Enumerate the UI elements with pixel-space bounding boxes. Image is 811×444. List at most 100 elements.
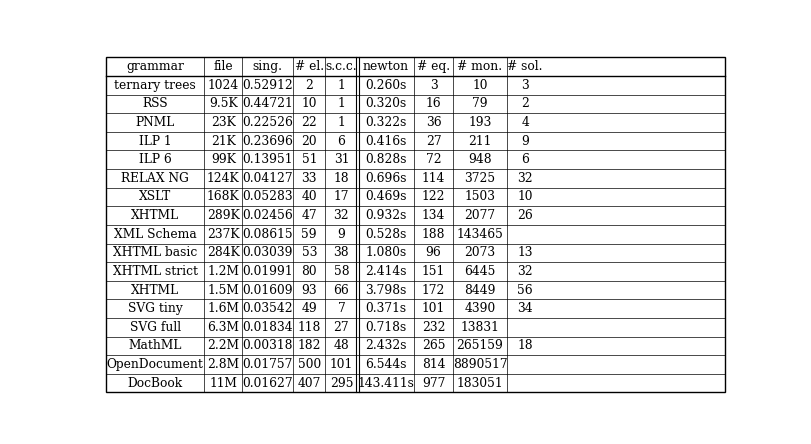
Text: 0.01834: 0.01834 (242, 321, 293, 334)
Text: 93: 93 (302, 284, 317, 297)
Text: 295: 295 (329, 377, 353, 390)
Text: 188: 188 (422, 228, 445, 241)
Text: 118: 118 (298, 321, 321, 334)
Text: 51: 51 (302, 153, 317, 166)
Text: 13: 13 (517, 246, 533, 259)
Text: 500: 500 (298, 358, 321, 371)
Text: 13831: 13831 (461, 321, 500, 334)
Text: 18: 18 (333, 172, 350, 185)
Text: # eq.: # eq. (417, 60, 450, 73)
Text: 124K: 124K (207, 172, 239, 185)
Text: 96: 96 (426, 246, 441, 259)
Text: 114: 114 (422, 172, 445, 185)
Text: 2073: 2073 (465, 246, 496, 259)
Text: 143.411s: 143.411s (358, 377, 414, 390)
Text: 47: 47 (302, 209, 317, 222)
Text: DocBook: DocBook (127, 377, 182, 390)
Text: RELAX NG: RELAX NG (122, 172, 189, 185)
Text: 9: 9 (337, 228, 345, 241)
Text: file: file (213, 60, 233, 73)
Text: ILP 1: ILP 1 (139, 135, 172, 148)
Text: 0.828s: 0.828s (365, 153, 406, 166)
Text: 8890517: 8890517 (453, 358, 507, 371)
Text: 6445: 6445 (464, 265, 496, 278)
Text: 1.6M: 1.6M (208, 302, 239, 315)
Text: 34: 34 (517, 302, 533, 315)
Text: 183051: 183051 (457, 377, 504, 390)
Text: 2.432s: 2.432s (365, 339, 406, 353)
Text: XHTML: XHTML (131, 284, 179, 297)
Text: s.c.c.: s.c.c. (325, 60, 357, 73)
Text: 0.932s: 0.932s (365, 209, 406, 222)
Text: 101: 101 (422, 302, 445, 315)
Text: 0.00318: 0.00318 (242, 339, 293, 353)
Text: 211: 211 (468, 135, 491, 148)
Text: sing.: sing. (253, 60, 283, 73)
Text: 289K: 289K (207, 209, 240, 222)
Text: 49: 49 (302, 302, 317, 315)
Text: 8449: 8449 (464, 284, 496, 297)
Text: MathML: MathML (129, 339, 182, 353)
Text: 6: 6 (521, 153, 529, 166)
Text: 0.416s: 0.416s (365, 135, 406, 148)
Text: PNML: PNML (135, 116, 175, 129)
Text: 122: 122 (422, 190, 445, 203)
Text: 20: 20 (302, 135, 317, 148)
Text: 0.08615: 0.08615 (242, 228, 293, 241)
Text: 2077: 2077 (465, 209, 496, 222)
Text: XHTML: XHTML (131, 209, 179, 222)
Text: 10: 10 (302, 97, 317, 111)
Text: 0.696s: 0.696s (365, 172, 406, 185)
Text: 0.03039: 0.03039 (242, 246, 293, 259)
Text: 0.52912: 0.52912 (242, 79, 294, 92)
Text: 134: 134 (422, 209, 445, 222)
Text: 101: 101 (330, 358, 353, 371)
Text: 0.02456: 0.02456 (242, 209, 294, 222)
Text: 0.01757: 0.01757 (242, 358, 293, 371)
Text: 80: 80 (302, 265, 317, 278)
Text: 32: 32 (517, 265, 533, 278)
Text: 948: 948 (468, 153, 491, 166)
Text: 6: 6 (337, 135, 345, 148)
Text: 40: 40 (302, 190, 317, 203)
Text: 0.469s: 0.469s (365, 190, 406, 203)
Text: 23K: 23K (211, 116, 236, 129)
Text: XHTML basic: XHTML basic (114, 246, 197, 259)
Text: 0.03542: 0.03542 (242, 302, 293, 315)
Text: 27: 27 (333, 321, 350, 334)
Text: 59: 59 (302, 228, 317, 241)
Text: 1024: 1024 (208, 79, 239, 92)
Text: 3: 3 (521, 79, 529, 92)
Text: 1.080s: 1.080s (365, 246, 406, 259)
Text: 32: 32 (333, 209, 350, 222)
Text: 0.371s: 0.371s (366, 302, 406, 315)
Text: 0.05283: 0.05283 (242, 190, 293, 203)
Text: 33: 33 (302, 172, 317, 185)
Text: XHTML strict: XHTML strict (113, 265, 198, 278)
Text: 0.44721: 0.44721 (242, 97, 294, 111)
Text: 237K: 237K (207, 228, 239, 241)
Text: 99K: 99K (211, 153, 236, 166)
Text: 27: 27 (426, 135, 441, 148)
Text: 58: 58 (333, 265, 350, 278)
Text: 265: 265 (422, 339, 445, 353)
Text: 0.01627: 0.01627 (242, 377, 293, 390)
Text: 11M: 11M (209, 377, 238, 390)
Text: 977: 977 (422, 377, 445, 390)
Text: 232: 232 (422, 321, 445, 334)
Text: # el.: # el. (294, 60, 324, 73)
Text: 0.01991: 0.01991 (242, 265, 293, 278)
Text: 21K: 21K (211, 135, 236, 148)
Text: 79: 79 (472, 97, 487, 111)
Text: 18: 18 (517, 339, 533, 353)
Text: 36: 36 (426, 116, 441, 129)
Text: 1: 1 (337, 116, 345, 129)
Text: 72: 72 (426, 153, 441, 166)
Text: 1: 1 (337, 97, 345, 111)
Text: 3: 3 (430, 79, 437, 92)
Text: 7: 7 (337, 302, 345, 315)
Text: 4390: 4390 (465, 302, 496, 315)
Text: 0.01609: 0.01609 (242, 284, 293, 297)
Text: 1: 1 (337, 79, 345, 92)
Text: 1.2M: 1.2M (208, 265, 239, 278)
